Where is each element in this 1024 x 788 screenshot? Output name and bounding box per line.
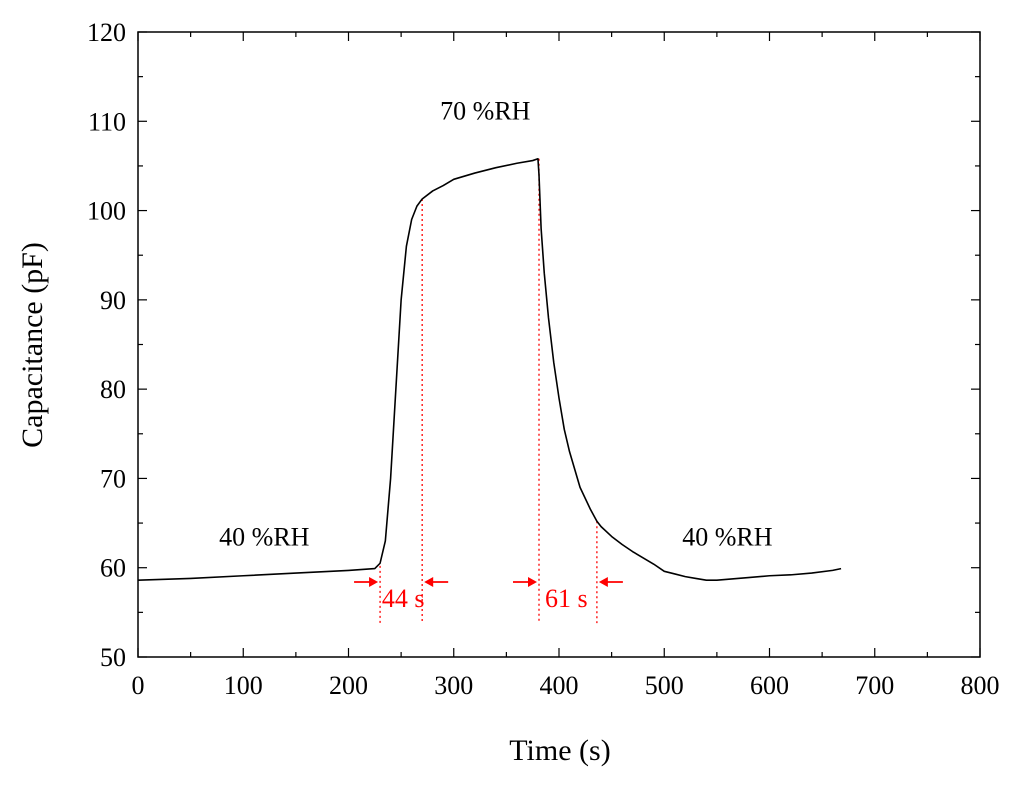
x-tick-label: 600	[750, 671, 789, 700]
chart-annotation: 40 %RH	[682, 522, 773, 551]
chart-annotation: 61 s	[545, 584, 588, 613]
arrow-right-icon	[513, 577, 538, 587]
chart-annotation: 40 %RH	[219, 522, 310, 551]
x-tick-label: 400	[540, 671, 579, 700]
x-tick-label: 100	[224, 671, 263, 700]
y-tick-label: 70	[100, 464, 126, 493]
y-tick-label: 100	[87, 197, 126, 226]
arrow-head	[424, 577, 434, 587]
y-tick-label: 120	[87, 18, 126, 47]
x-tick-label: 700	[855, 671, 894, 700]
y-tick-label: 80	[100, 375, 126, 404]
chart-annotation: 70 %RH	[440, 97, 531, 126]
y-tick-label: 90	[100, 286, 126, 315]
y-tick-label: 110	[88, 107, 126, 136]
arrow-left-icon	[598, 577, 623, 587]
arrow-head	[528, 577, 538, 587]
x-axis-title: Time (s)	[509, 734, 610, 767]
arrow-left-icon	[424, 577, 449, 587]
arrow-right-icon	[354, 577, 379, 587]
x-tick-label: 200	[329, 671, 368, 700]
x-tick-label: 0	[132, 671, 145, 700]
series-line-capacitance	[137, 157, 842, 582]
plot-frame	[137, 31, 981, 658]
x-tick-label: 800	[961, 671, 1000, 700]
y-tick-label: 60	[100, 554, 126, 583]
chart-annotation: 44 s	[382, 584, 425, 613]
y-tick-label: 50	[100, 643, 126, 672]
x-tick-label: 300	[434, 671, 473, 700]
arrow-head	[598, 577, 608, 587]
arrow-head	[369, 577, 379, 587]
y-axis-title: Capacitance (pF)	[16, 242, 49, 448]
x-tick-label: 500	[645, 671, 684, 700]
